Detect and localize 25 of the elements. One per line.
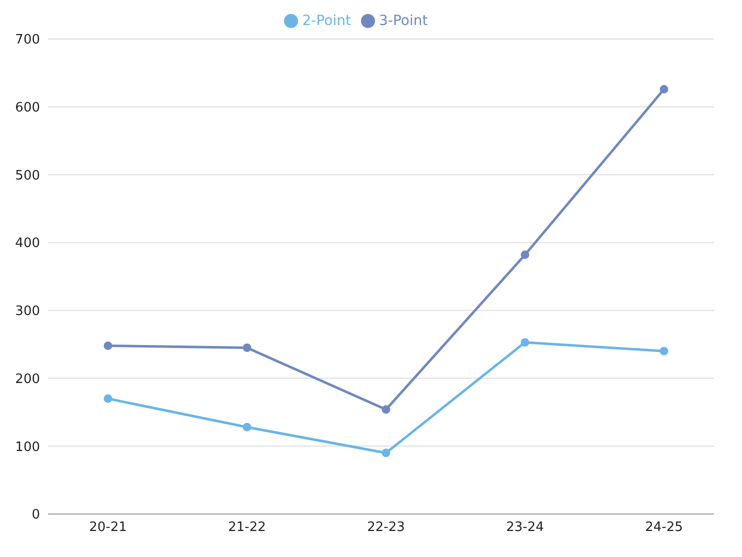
y-tick-label: 400	[15, 236, 40, 252]
point	[104, 341, 112, 350]
x-tick-label: 22-23	[367, 520, 405, 536]
legend-label: 3-Point	[379, 13, 428, 29]
point	[382, 405, 390, 414]
y-tick-label: 300	[15, 304, 40, 320]
point	[660, 84, 668, 94]
x-tick-label: 23-24	[506, 520, 544, 536]
y-tick-label: 500	[15, 168, 40, 184]
y-tick-label: 600	[15, 100, 40, 116]
point	[242, 422, 252, 432]
legend-label: 2-Point	[302, 13, 351, 29]
y-tick-label: 200	[15, 372, 40, 387]
y-tick-label: 0	[32, 508, 40, 523]
point	[520, 338, 530, 347]
y-tick-label: 700	[15, 32, 40, 48]
point	[104, 394, 112, 403]
point	[242, 344, 252, 352]
x-tick-label: 24-25	[645, 520, 683, 536]
x-tick-label: 20-21	[89, 520, 127, 536]
point	[660, 346, 668, 356]
y-tick-label: 100	[15, 440, 40, 455]
x-tick-label: 21-22	[228, 520, 266, 536]
point	[520, 250, 530, 260]
point	[382, 448, 390, 458]
